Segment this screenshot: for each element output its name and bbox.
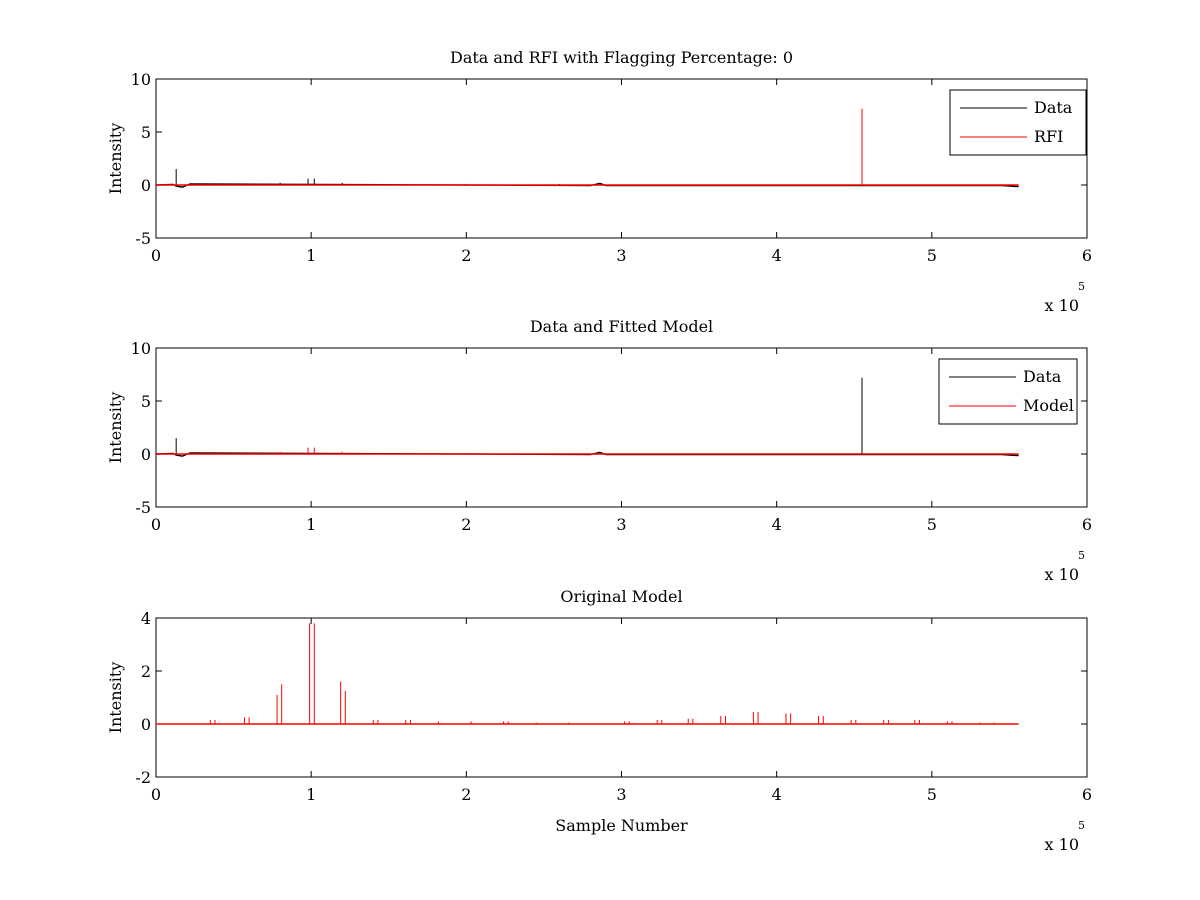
legend-box (949, 89, 1087, 156)
x-tick-label: 2 (461, 246, 471, 265)
x-axis-label: Sample Number (555, 816, 688, 835)
x-tick-label: 5 (927, 785, 937, 804)
y-axis-label: Intensity (106, 123, 125, 195)
x-tick-label: 4 (772, 246, 782, 265)
series-model (156, 623, 1019, 725)
chart-title: Data and RFI with Flagging Percentage: 0 (450, 48, 793, 67)
y-tick-label: -5 (135, 229, 151, 248)
legend-entry-label: Data (1023, 367, 1062, 386)
x-tick-label: 1 (306, 785, 316, 804)
x-tick-label: 4 (772, 785, 782, 804)
series-group (156, 377, 1019, 457)
y-tick-label: 10 (131, 339, 151, 358)
x-tick-label: 1 (306, 515, 316, 534)
x-tick-label: 1 (306, 246, 316, 265)
x-multiplier-exponent: 5 (1078, 280, 1085, 293)
x-tick-label: 0 (151, 785, 161, 804)
plot-area (155, 78, 1088, 239)
legend: Data RFI (949, 89, 1087, 156)
legend-entry-label: RFI (1034, 127, 1063, 146)
y-tick-label: 0 (141, 176, 151, 195)
y-axis-label: Intensity (106, 662, 125, 734)
y-tick-label: 4 (141, 609, 151, 628)
x-multiplier-label: x 10 (1045, 565, 1079, 584)
x-tick-label: 3 (616, 246, 626, 265)
legend-entry-label: Model (1023, 396, 1074, 415)
y-tick-label: 2 (141, 662, 151, 681)
legend: Data Model (938, 358, 1078, 425)
x-tick-label: 5 (927, 515, 937, 534)
chart-title: Original Model (560, 587, 682, 606)
y-tick-label: 0 (141, 715, 151, 734)
x-tick-label: 0 (151, 246, 161, 265)
y-tick-label: 10 (131, 70, 151, 89)
x-multiplier-exponent: 5 (1078, 549, 1085, 562)
x-tick-label: 0 (151, 515, 161, 534)
y-axis-label: Intensity (106, 392, 125, 464)
x-tick-label: 6 (1082, 515, 1092, 534)
x-tick-label: 2 (461, 785, 471, 804)
series-model (156, 447, 1019, 455)
plot-area (155, 617, 1088, 778)
x-tick-label: 3 (616, 785, 626, 804)
y-tick-label: -5 (135, 498, 151, 517)
plot-area (155, 347, 1088, 508)
x-tick-label: 6 (1082, 246, 1092, 265)
x-tick-label: 4 (772, 515, 782, 534)
x-tick-label: 3 (616, 515, 626, 534)
series-rfi (156, 108, 1019, 186)
chart-title: Data and Fitted Model (530, 317, 713, 336)
x-multiplier-label: x 10 (1045, 296, 1079, 315)
x-tick-label: 6 (1082, 785, 1092, 804)
y-tick-label: 5 (141, 123, 151, 142)
x-tick-label: 5 (927, 246, 937, 265)
series-group (156, 108, 1019, 188)
x-tick-label: 2 (461, 515, 471, 534)
x-multiplier-exponent: 5 (1078, 819, 1085, 832)
legend-box (938, 358, 1078, 425)
y-tick-label: 0 (141, 445, 151, 464)
x-multiplier-label: x 10 (1045, 835, 1079, 854)
series-group (156, 623, 1019, 725)
y-tick-label: -2 (135, 768, 151, 787)
y-tick-label: 5 (141, 392, 151, 411)
legend-entry-label: Data (1034, 98, 1073, 117)
